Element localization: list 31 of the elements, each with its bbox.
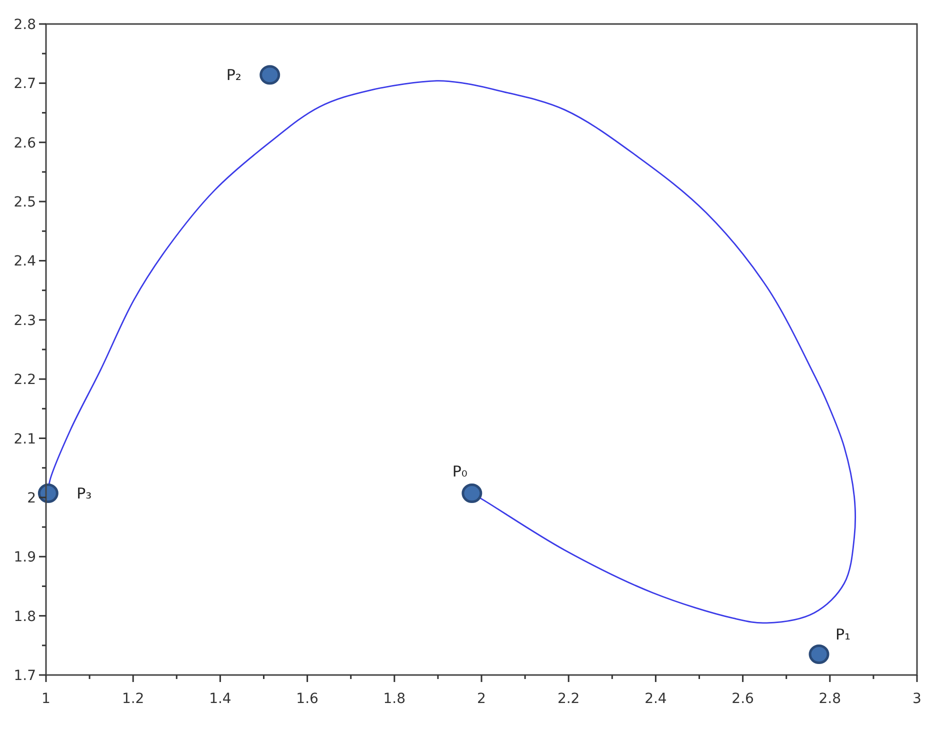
x-tick-label: 2.2: [557, 691, 580, 707]
point: [260, 65, 280, 85]
y-tick-label: 2.8: [14, 17, 36, 33]
x-tick-label: 2: [477, 691, 486, 707]
y-tick-label: 1.7: [14, 668, 36, 684]
y-tick-label: 2.7: [14, 76, 36, 92]
point: [808, 644, 830, 664]
annotation: P₃: [76, 484, 92, 502]
x-tick-label: 1: [42, 691, 50, 707]
annotation: P₂: [226, 66, 242, 84]
x-tick-label: 2.4: [644, 691, 667, 707]
y-tick-label: 2.4: [14, 254, 36, 270]
y-tick-label: 2: [27, 490, 36, 506]
x-tick-label: 3: [912, 691, 922, 707]
x-tick-label: 1.6: [296, 691, 319, 707]
annotation: P₁: [835, 625, 851, 644]
y-tick-label: 2.5: [14, 194, 36, 211]
x-tick-label: 2.6: [732, 691, 754, 707]
y-tick-label: 2.6: [14, 135, 36, 152]
y-tick-label: 1.8: [14, 608, 36, 625]
y-tick-label: 2.1: [14, 431, 36, 448]
x-tick-label: 1.8: [383, 691, 406, 707]
y-tick-label: 2.2: [14, 372, 36, 388]
point: [38, 484, 58, 504]
x-tick-label: 2.8: [818, 691, 842, 707]
x-tick-label: 1.4: [209, 691, 232, 707]
y-tick-label: 2.3: [14, 312, 36, 329]
annotation: P₀: [452, 462, 468, 480]
x-tick-label: 1.2: [122, 691, 144, 707]
point: [462, 484, 482, 504]
y-tick-label: 1.9: [14, 550, 36, 566]
